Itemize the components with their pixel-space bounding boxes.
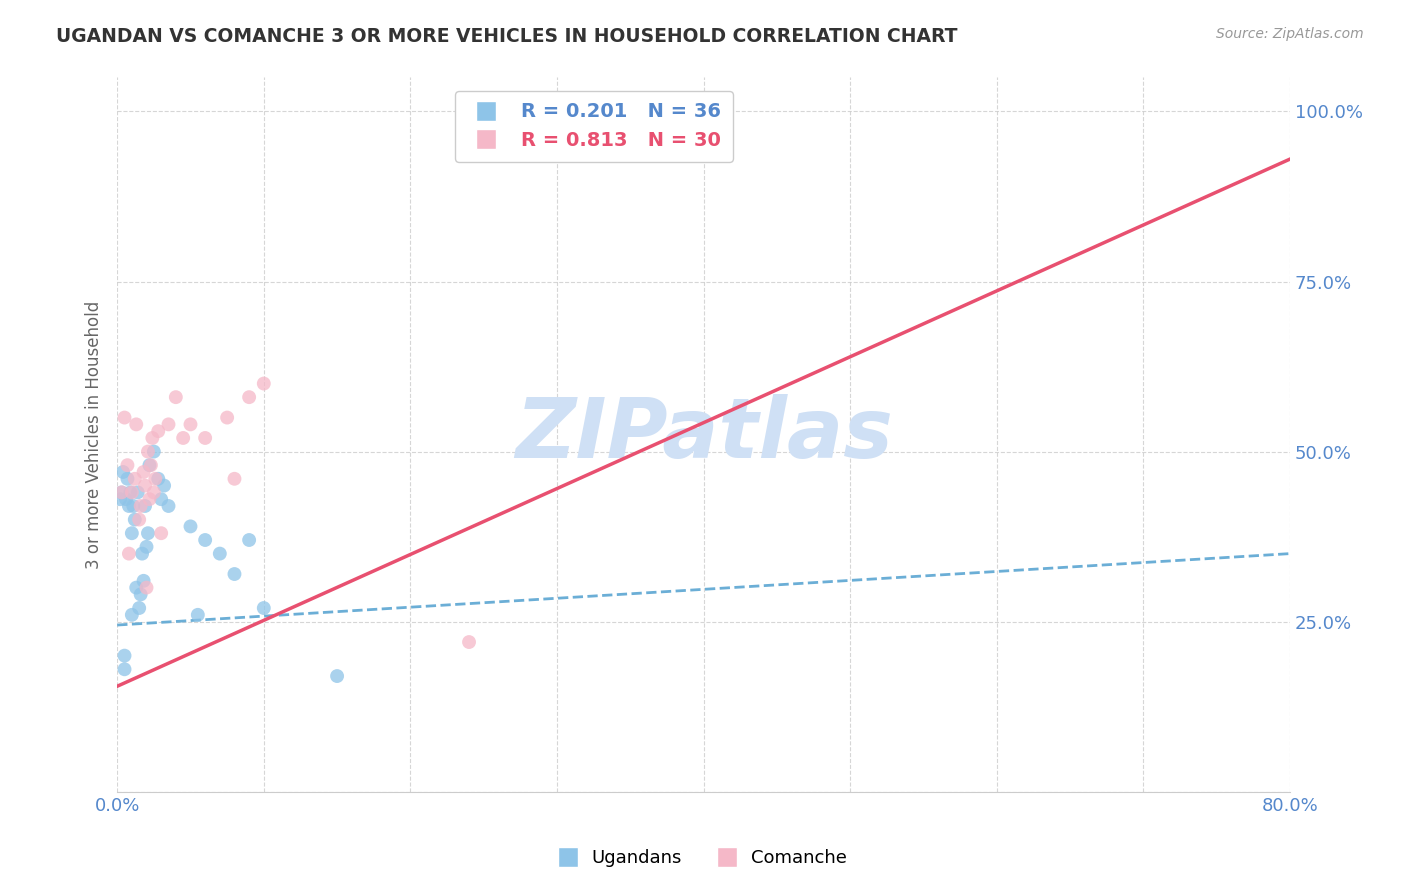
Point — [153, 478, 176, 492]
Text: ZIPatlas: ZIPatlas — [515, 394, 893, 475]
Point — [458, 635, 481, 649]
Point — [179, 519, 201, 533]
Point — [224, 472, 246, 486]
Point — [187, 607, 209, 622]
Point — [131, 547, 153, 561]
Point — [118, 499, 141, 513]
Point — [120, 485, 142, 500]
Point — [165, 390, 187, 404]
Point — [134, 499, 156, 513]
Point — [117, 458, 139, 473]
Point — [118, 547, 141, 561]
Point — [125, 581, 148, 595]
Point — [238, 390, 260, 404]
Point — [217, 410, 239, 425]
Point — [132, 465, 155, 479]
Point — [108, 492, 131, 507]
Point — [134, 478, 156, 492]
Point — [141, 431, 163, 445]
Point — [112, 465, 135, 479]
Point — [142, 485, 165, 500]
Point — [238, 533, 260, 547]
Point — [138, 492, 160, 507]
Point — [117, 472, 139, 486]
Point — [326, 669, 349, 683]
Point — [136, 526, 159, 541]
Point — [143, 472, 166, 486]
Point — [124, 513, 146, 527]
Point — [224, 567, 246, 582]
Point — [122, 499, 145, 513]
Point — [139, 458, 162, 473]
Point — [138, 458, 160, 473]
Point — [150, 526, 173, 541]
Point — [150, 492, 173, 507]
Point — [115, 492, 138, 507]
Point — [142, 444, 165, 458]
Point — [129, 587, 152, 601]
Point — [148, 472, 170, 486]
Point — [135, 581, 157, 595]
Point — [114, 648, 136, 663]
Legend: Ugandans, Comanche: Ugandans, Comanche — [553, 842, 853, 874]
Point — [128, 601, 150, 615]
Point — [121, 485, 143, 500]
Text: Source: ZipAtlas.com: Source: ZipAtlas.com — [1216, 27, 1364, 41]
Point — [179, 417, 201, 432]
Point — [135, 540, 157, 554]
Point — [172, 431, 194, 445]
Point — [157, 417, 180, 432]
Point — [194, 431, 217, 445]
Point — [129, 499, 152, 513]
Point — [125, 417, 148, 432]
Text: UGANDAN VS COMANCHE 3 OR MORE VEHICLES IN HOUSEHOLD CORRELATION CHART: UGANDAN VS COMANCHE 3 OR MORE VEHICLES I… — [56, 27, 957, 45]
Point — [110, 485, 132, 500]
Point — [124, 472, 146, 486]
Point — [157, 499, 180, 513]
Y-axis label: 3 or more Vehicles in Household: 3 or more Vehicles in Household — [86, 301, 103, 569]
Point — [127, 485, 149, 500]
Point — [114, 410, 136, 425]
Point — [148, 424, 170, 438]
Point — [110, 485, 132, 500]
Point — [132, 574, 155, 588]
Legend: R = 0.201   N = 36, R = 0.813   N = 30: R = 0.201 N = 36, R = 0.813 N = 30 — [456, 91, 733, 161]
Point — [194, 533, 217, 547]
Point — [128, 513, 150, 527]
Point — [253, 376, 276, 391]
Point — [208, 547, 231, 561]
Point — [114, 662, 136, 676]
Point — [121, 607, 143, 622]
Point — [121, 526, 143, 541]
Point — [136, 444, 159, 458]
Point — [253, 601, 276, 615]
